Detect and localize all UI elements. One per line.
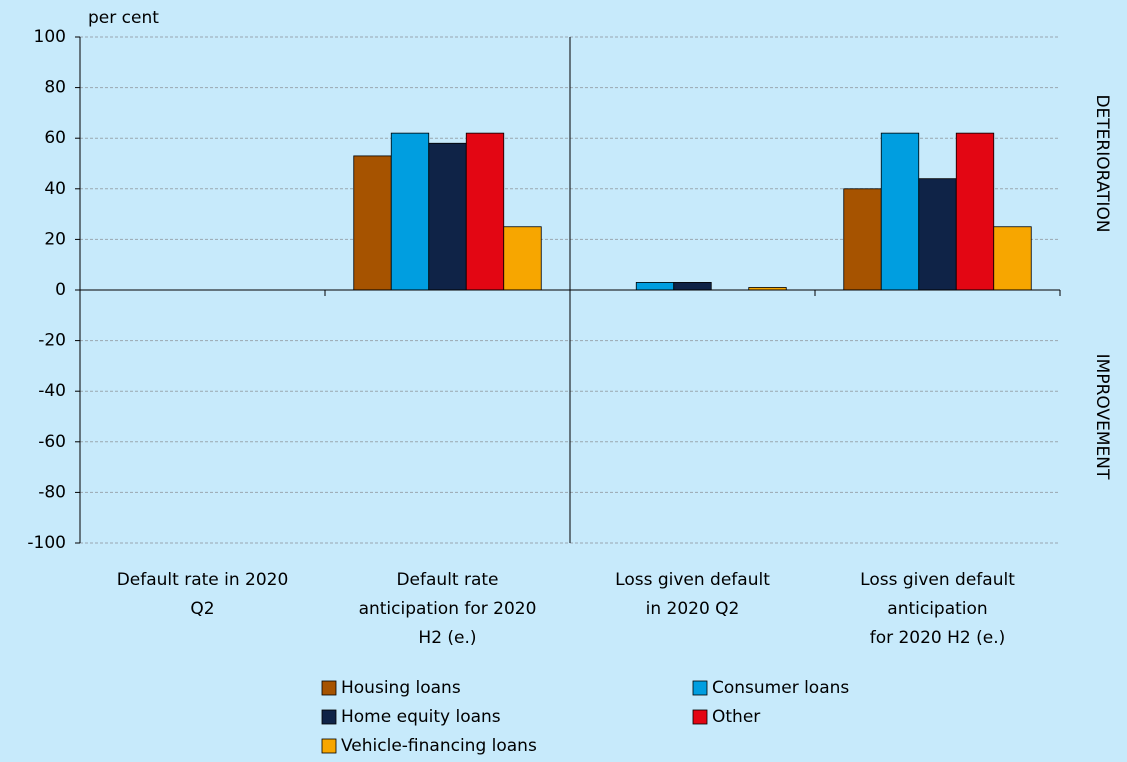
y-tick-label: 40 xyxy=(44,179,66,199)
x-tick-label-line: anticipation for 2020 xyxy=(359,599,537,619)
legend-label: Other xyxy=(712,707,760,727)
y-tick-label: 60 xyxy=(44,128,66,148)
bar xyxy=(353,155,392,291)
y-tick-label: -100 xyxy=(27,533,66,553)
bar xyxy=(503,226,542,291)
x-tick-label: Default rate in 2020 Q2 xyxy=(117,570,289,619)
bar xyxy=(465,132,505,291)
y-tick-label: -80 xyxy=(38,482,66,502)
y-tick-label: -40 xyxy=(38,381,66,401)
x-tick-label-line: Q2 xyxy=(190,599,214,619)
bar xyxy=(993,226,1032,291)
bar xyxy=(918,178,957,291)
legend-swatch xyxy=(692,709,708,725)
side-label: IMPROVEMENT xyxy=(1092,354,1112,480)
y-tick-label: 80 xyxy=(44,78,66,98)
x-tick-label-line: for 2020 H2 (e.) xyxy=(870,628,1006,648)
bar xyxy=(428,142,467,291)
x-tick-label: Loss given default anticipation for 2020 H… xyxy=(860,570,1015,648)
x-tick-label-line: H2 (e.) xyxy=(418,628,476,648)
bar xyxy=(843,188,882,291)
bar xyxy=(955,132,995,291)
legend-swatch xyxy=(321,680,337,696)
x-tick-label-line: anticipation xyxy=(887,599,987,619)
y-tick-label: 100 xyxy=(34,27,66,47)
x-tick-label-line: Default rate in 2020 xyxy=(117,570,289,590)
x-tick-label: Loss given default in 2020 Q2 xyxy=(615,570,770,619)
legend-label: Consumer loans xyxy=(712,678,849,698)
bar xyxy=(880,132,920,291)
legend-swatch xyxy=(321,738,337,754)
bar xyxy=(390,132,430,291)
bar xyxy=(635,282,675,291)
x-tick-label-line: Default rate xyxy=(396,570,498,590)
side-label: DETERIORATION xyxy=(1092,94,1112,232)
legend-swatch xyxy=(321,709,337,725)
bar xyxy=(673,282,712,291)
legend-label: Vehicle-financing loans xyxy=(341,736,537,756)
y-tick-label: 20 xyxy=(44,229,66,249)
y-tick-label: 0 xyxy=(55,280,66,300)
x-tick-label-line: in 2020 Q2 xyxy=(646,599,740,619)
x-tick-label: Default rate anticipation for 2020 H2 (e.) xyxy=(359,570,537,648)
legend-swatch xyxy=(692,680,708,696)
y-tick-label: -20 xyxy=(38,331,66,351)
x-tick-label-line: Loss given default xyxy=(860,570,1015,590)
legend-label: Housing loans xyxy=(341,678,461,698)
unit-label: per cent xyxy=(88,8,159,28)
y-tick-label: -60 xyxy=(38,432,66,452)
x-tick-label-line: Loss given default xyxy=(615,570,770,590)
legend-label: Home equity loans xyxy=(341,707,501,727)
